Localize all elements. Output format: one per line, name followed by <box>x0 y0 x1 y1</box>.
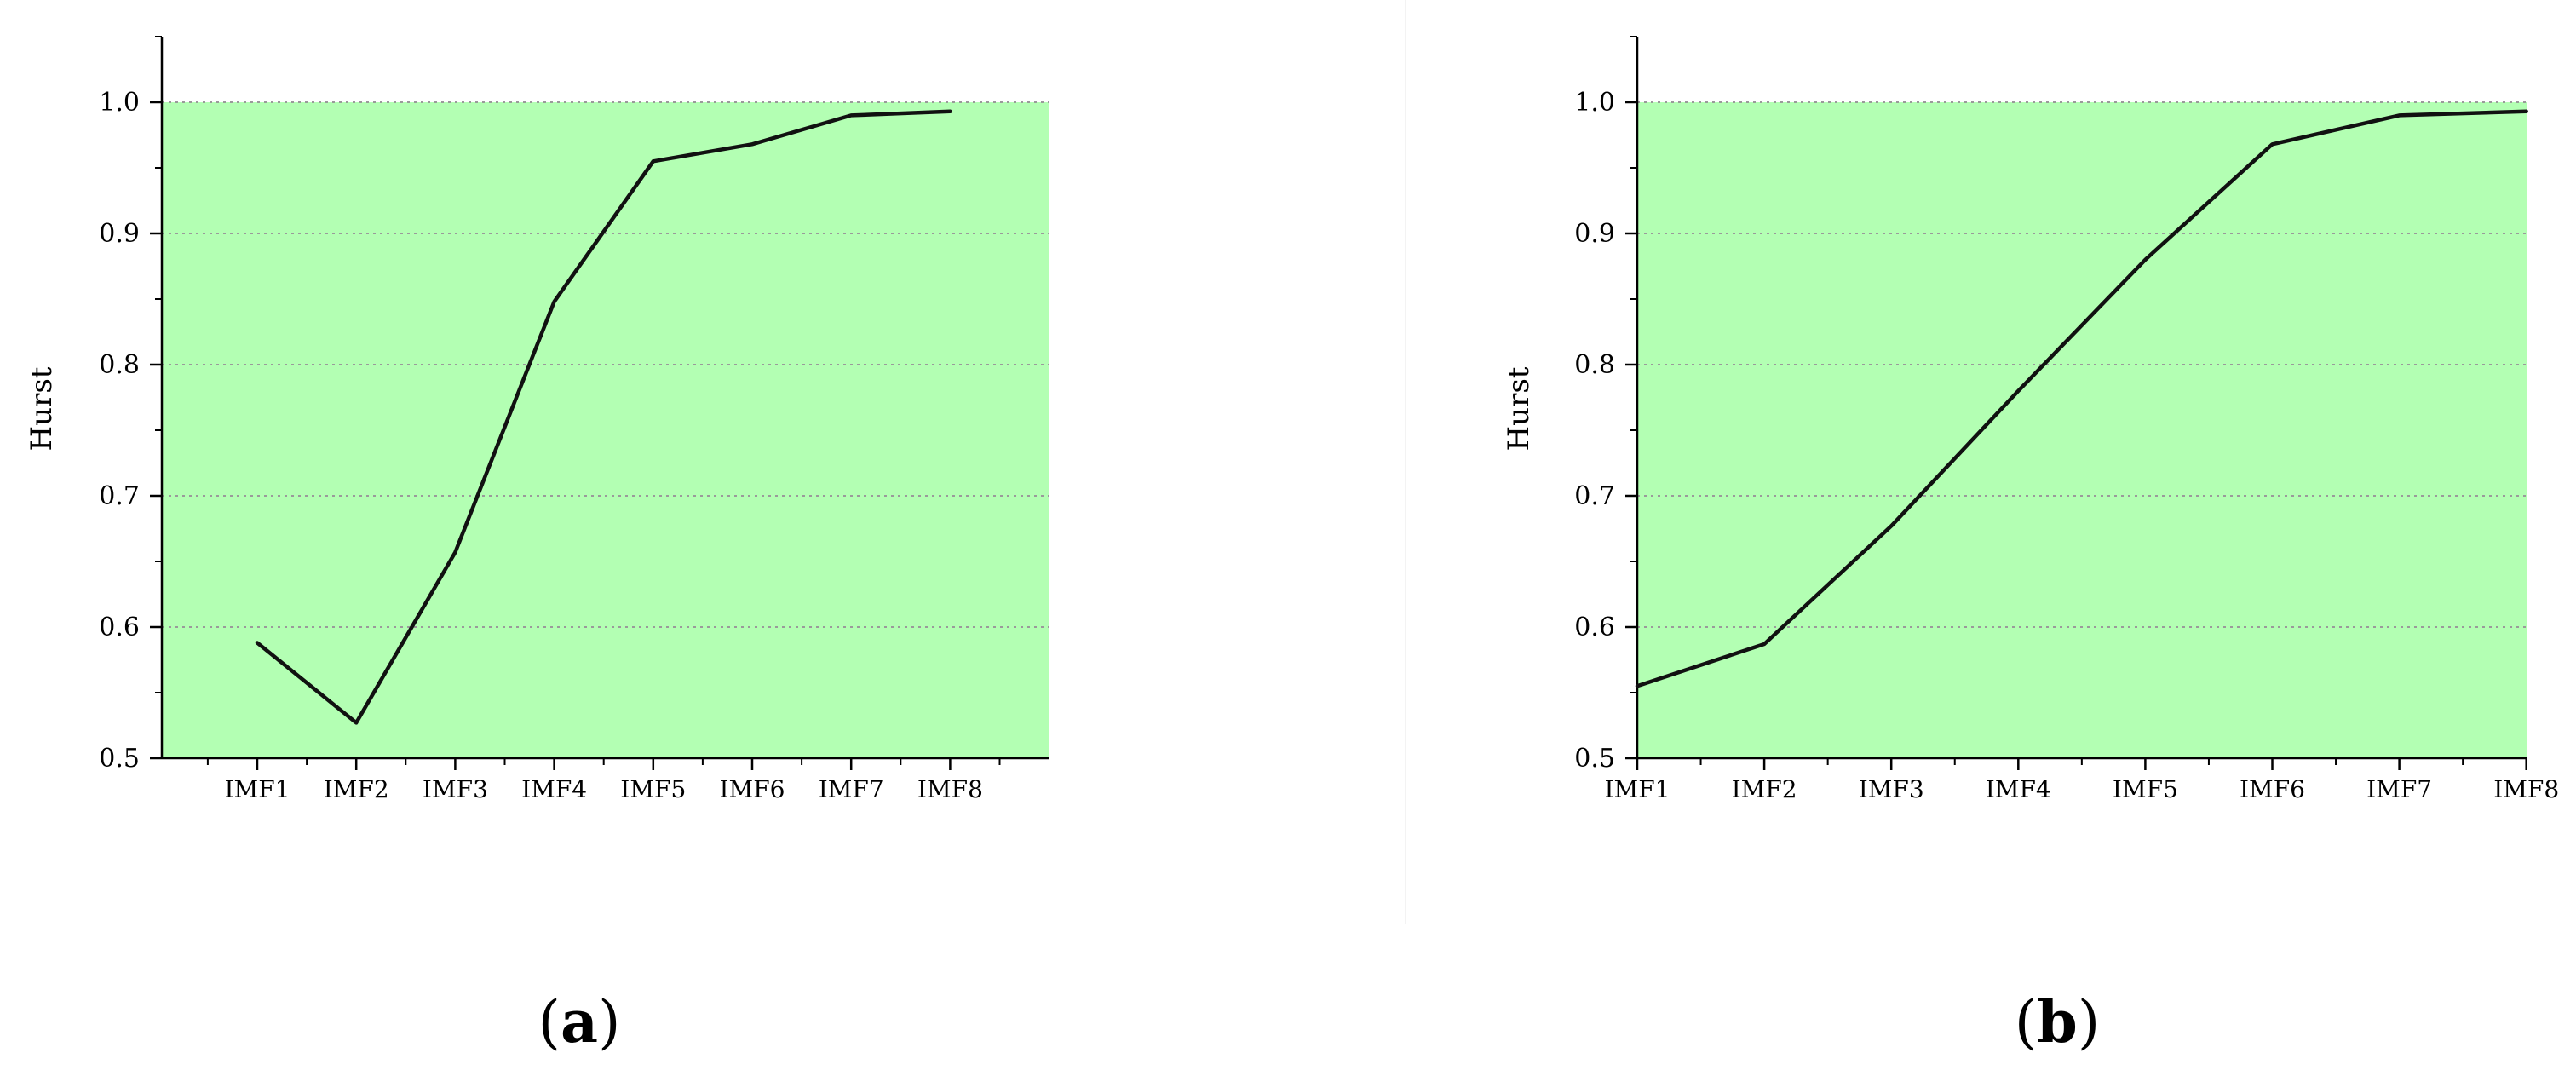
series-line <box>1635 109 2528 688</box>
data-point-IMF5 <box>2144 259 2146 261</box>
x-tick-label: IMF7 <box>819 775 884 803</box>
panel-caption-a-letter: a <box>560 988 599 1056</box>
chart-b: 0.5 0.6 0.7 0.8 0.9 1.0 IMF1 IMF2 IMF3 IMF4 IMF5 IM… <box>1502 36 2559 803</box>
y-tick-label: 0.6 <box>1574 613 1615 642</box>
data-point-IMF8 <box>2526 111 2527 112</box>
y-tick-label: 0.8 <box>99 350 140 380</box>
x-tick-label: IMF7 <box>2366 775 2432 803</box>
x-tick-label: IMF6 <box>720 775 785 803</box>
data-point-IMF8 <box>949 111 951 112</box>
y-tick-label: 0.7 <box>99 481 140 511</box>
x-tick-label: IMF5 <box>620 775 686 803</box>
x-tick-label: IMF4 <box>1986 775 2051 803</box>
panel-caption-a: (a) <box>538 988 621 1056</box>
y-tick-label: 0.9 <box>99 219 140 249</box>
y-axis-label: Hurst <box>25 366 59 451</box>
panel-divider <box>1405 0 1406 924</box>
data-point-IMF1 <box>256 642 258 643</box>
x-tick-label: IMF8 <box>2493 775 2559 803</box>
y-tick-label: 0.6 <box>99 613 140 642</box>
x-tick-label: IMF3 <box>1859 775 1924 803</box>
data-point-IMF4 <box>2017 390 2019 392</box>
data-point-IMF6 <box>751 143 753 145</box>
y-tick-label: 1.0 <box>99 88 140 118</box>
y-tick-label: 0.5 <box>99 744 140 774</box>
plot-background <box>1637 102 2527 758</box>
plot-background <box>162 102 1049 758</box>
x-tick-label: IMF5 <box>2113 775 2178 803</box>
y-tick-label: 0.5 <box>1574 744 1615 774</box>
x-tick-label: IMF1 <box>225 775 290 803</box>
x-tick-label: IMF2 <box>1732 775 1797 803</box>
y-tick-label: 0.9 <box>1574 219 1615 249</box>
y-tick-label: 0.7 <box>1574 481 1615 511</box>
panel-caption-b-letter: b <box>2037 988 2078 1056</box>
panel-caption-b: (b) <box>2014 988 2101 1056</box>
x-tick-label: IMF2 <box>324 775 389 803</box>
x-tick-label: IMF4 <box>521 775 587 803</box>
y-tick-label: 0.8 <box>1574 350 1615 380</box>
data-point-IMF3 <box>454 551 456 553</box>
data-point-IMF6 <box>2272 143 2273 145</box>
x-tick-label: IMF3 <box>423 775 488 803</box>
data-point-IMF1 <box>1636 685 1638 687</box>
data-point-IMF7 <box>2399 114 2401 116</box>
x-tick-label: IMF6 <box>2240 775 2305 803</box>
data-point-IMF2 <box>1763 643 1765 645</box>
chart-a: 0.5 0.6 0.7 0.8 0.9 1.0 IMF1 IMF2 IMF3 IMF4 IMF5 IM… <box>25 36 1049 803</box>
x-tick-label: IMF8 <box>917 775 983 803</box>
data-point-IMF7 <box>850 114 852 116</box>
x-tick-label: IMF1 <box>1605 775 1670 803</box>
series-line <box>255 109 952 725</box>
y-axis-label: Hurst <box>1502 366 1536 451</box>
data-point-IMF2 <box>355 722 357 723</box>
y-tick-label: 1.0 <box>1574 88 1615 118</box>
